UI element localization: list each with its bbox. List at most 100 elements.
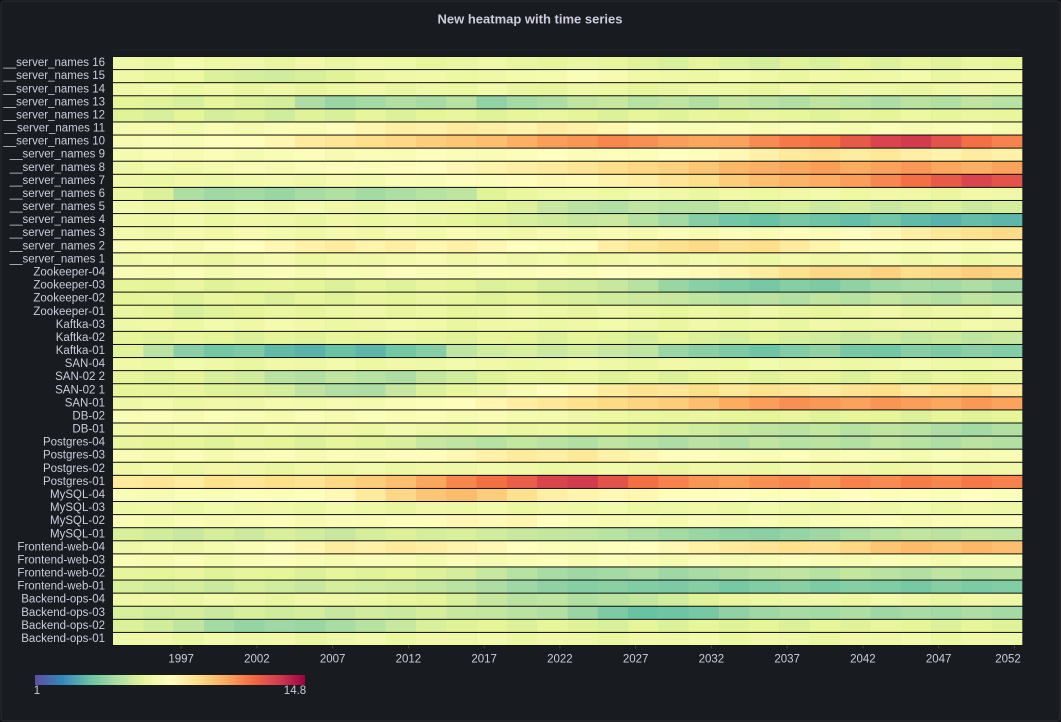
heatmap-cell [325, 200, 356, 214]
heatmap-cell [597, 331, 629, 344]
heatmap-cell [961, 528, 992, 541]
heatmap-cell [688, 57, 720, 70]
heatmap-cell [325, 462, 356, 475]
heatmap-cell [416, 161, 447, 174]
heatmap-cell [628, 187, 659, 200]
heatmap-cell [961, 253, 992, 266]
heatmap-cell [355, 541, 386, 554]
heatmap-cell [537, 109, 568, 122]
heatmap-cell [476, 253, 508, 266]
heatmap-cell [173, 541, 205, 554]
heatmap-cell [113, 593, 144, 606]
heatmap-cell [870, 358, 902, 371]
heatmap-cell [203, 174, 235, 187]
heatmap-cell [264, 344, 296, 358]
heatmap-cell [749, 305, 780, 318]
heatmap-cell [416, 344, 447, 358]
heatmap-cell [476, 161, 508, 174]
heatmap-cell [840, 96, 871, 109]
heatmap-cell [779, 57, 811, 70]
heatmap-cell [294, 96, 326, 109]
heatmap-cell [961, 135, 992, 148]
y-tick-label: __server_names 15 [2, 70, 105, 82]
heatmap-cell [809, 266, 841, 279]
heatmap-cell [870, 515, 902, 528]
heatmap-cell [809, 109, 841, 122]
heatmap-cell [294, 148, 326, 161]
heatmap-cell [628, 344, 659, 358]
heatmap-cell [809, 292, 841, 305]
heatmap-cell [173, 318, 205, 331]
heatmap-cell [597, 135, 629, 148]
heatmap-cell [658, 423, 689, 436]
heatmap-cell [143, 619, 174, 632]
heatmap-cell [900, 96, 932, 109]
heatmap-cell [900, 109, 932, 122]
heatmap-cell [809, 384, 841, 397]
heatmap-cell [446, 318, 477, 331]
heatmap-cell [840, 305, 871, 318]
heatmap-cell [900, 436, 932, 449]
heatmap-cell [688, 279, 720, 292]
heatmap-cell [113, 632, 144, 645]
heatmap-cell [537, 83, 568, 96]
heatmap-cell [779, 619, 811, 632]
heatmap-cell [537, 292, 568, 305]
heatmap-cell [597, 358, 629, 371]
heatmap-cell [416, 96, 447, 109]
heatmap-cell [173, 397, 205, 410]
heatmap-cell [931, 423, 962, 436]
heatmap-cell [113, 436, 144, 449]
heatmap-cell [355, 318, 386, 331]
heatmap-cell [658, 567, 689, 580]
heatmap-cell [870, 462, 902, 475]
y-tick-label: Backend-ops-01 [21, 633, 105, 645]
heatmap-cell [749, 397, 780, 410]
heatmap-cell [173, 96, 205, 109]
heatmap-cell [658, 266, 689, 279]
heatmap-cell [931, 358, 962, 371]
heatmap-cell [173, 567, 205, 580]
y-tick-label: Postgres-03 [43, 450, 105, 462]
heatmap-cell [203, 515, 235, 528]
heatmap-cell [870, 397, 902, 410]
heatmap-cell [294, 371, 326, 384]
heatmap-cell [688, 109, 720, 122]
heatmap-cell [628, 528, 659, 541]
heatmap-cell [416, 292, 447, 305]
heatmap-cell [234, 488, 265, 502]
heatmap-cell [779, 344, 811, 358]
heatmap-cell [961, 619, 992, 632]
heatmap-cell [506, 187, 538, 200]
heatmap-cell [325, 96, 356, 109]
heatmap-cell [234, 462, 265, 475]
heatmap-cell [597, 423, 629, 436]
heatmap-cell [446, 200, 477, 214]
heatmap-cell [809, 410, 841, 423]
heatmap-cell [173, 161, 205, 174]
heatmap-cell [900, 541, 932, 554]
heatmap-cell [143, 70, 174, 83]
y-tick-label: MySQL-02 [50, 515, 105, 527]
heatmap-cell [446, 488, 477, 502]
heatmap-cell [688, 148, 720, 161]
heatmap-cell [203, 449, 235, 462]
heatmap-cell [991, 83, 1023, 96]
heatmap-cell [234, 619, 265, 632]
heatmap-cell [446, 135, 477, 148]
heatmap-cell [779, 554, 811, 567]
heatmap-cell [688, 475, 720, 488]
heatmap-cell [991, 515, 1023, 528]
heatmap-cell [658, 632, 689, 645]
heatmap-cell [567, 475, 599, 488]
heatmap-cell [446, 174, 477, 187]
heatmap-cell [506, 423, 538, 436]
heatmap-cell [506, 305, 538, 318]
y-tick-label: __server_names 10 [2, 136, 105, 148]
heatmap-cell [173, 266, 205, 279]
heatmap-cell [658, 109, 689, 122]
heatmap-cell [991, 436, 1023, 449]
heatmap-cell [234, 253, 265, 266]
heatmap-cell [749, 449, 780, 462]
heatmap-cell [719, 214, 750, 227]
